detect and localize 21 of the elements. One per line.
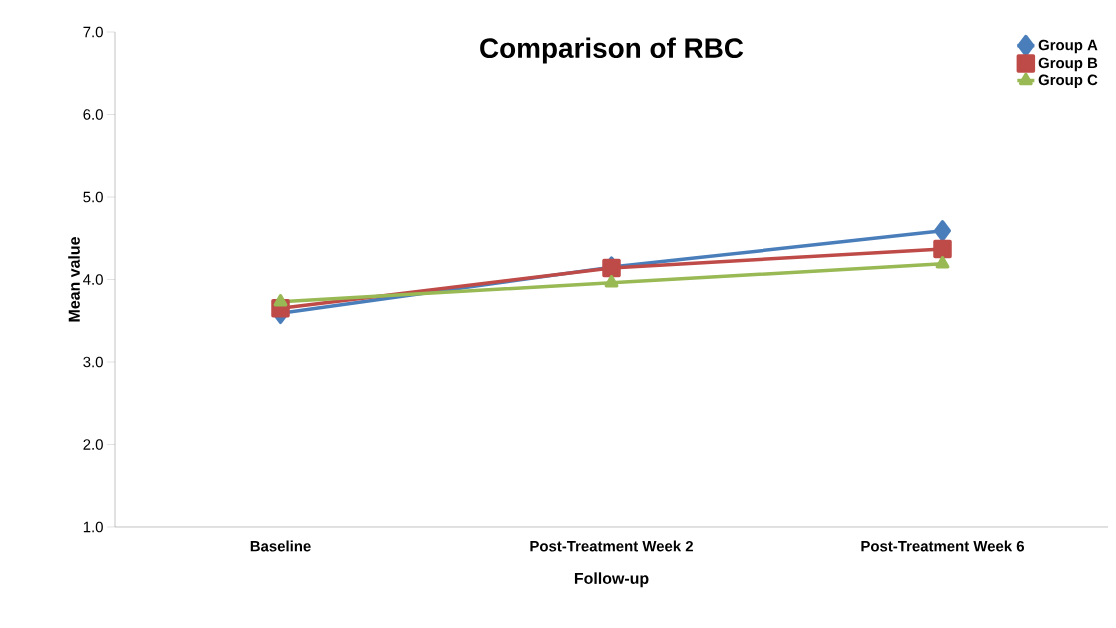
x-axis-title: Follow-up bbox=[574, 572, 649, 588]
point bbox=[933, 239, 952, 259]
chart-title: Comparison of RBC bbox=[480, 37, 744, 64]
y-tick-label: 1.0 bbox=[83, 521, 103, 533]
y-tick-label: 5.0 bbox=[83, 191, 103, 203]
point bbox=[604, 275, 619, 288]
x-tick-label: Post-Treatment Week 2 bbox=[530, 540, 693, 552]
y-tick-label: 4.0 bbox=[83, 274, 103, 285]
point bbox=[934, 220, 952, 242]
y-tick-label: 6.0 bbox=[83, 109, 103, 120]
y-tick-label: 7.0 bbox=[83, 26, 103, 38]
legend-label: Group B bbox=[1038, 57, 1098, 72]
point bbox=[935, 256, 950, 269]
y-axis-title: Mean value bbox=[68, 237, 80, 322]
point bbox=[273, 294, 288, 307]
legend-label: Group C bbox=[1038, 74, 1098, 89]
y-tick-label: 2.0 bbox=[83, 439, 103, 450]
y-tick-label: 3.0 bbox=[83, 356, 103, 368]
legend-label: Group A bbox=[1038, 39, 1098, 54]
x-tick-label: Post-Treatment Week 6 bbox=[861, 540, 1025, 552]
x-tick-label: Baseline bbox=[250, 540, 311, 552]
